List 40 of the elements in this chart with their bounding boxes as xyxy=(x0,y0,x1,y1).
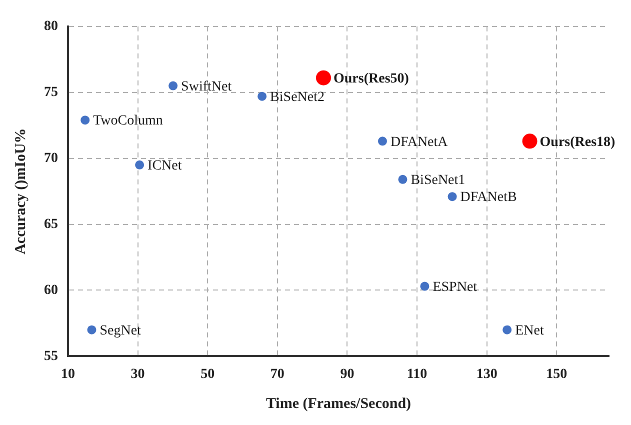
x-tick-label: 10 xyxy=(61,367,75,382)
point xyxy=(378,136,387,146)
y-tick-label: 75 xyxy=(44,84,58,100)
annotation: DFANetA xyxy=(390,134,449,150)
annotation: TwoColumn xyxy=(93,114,163,129)
point xyxy=(448,192,457,202)
point xyxy=(87,325,96,334)
x-tick-label: 130 xyxy=(476,367,498,382)
y-tick-label: 80 xyxy=(44,19,58,34)
y-tick-label: 55 xyxy=(44,348,58,364)
y-tick-label: 60 xyxy=(44,282,58,298)
annotation: SwiftNet xyxy=(181,79,232,94)
annotation: ICNet xyxy=(148,158,182,174)
x-tick-label: 110 xyxy=(406,367,428,382)
point xyxy=(398,174,408,184)
point xyxy=(135,160,144,170)
y-tick-label: 70 xyxy=(44,150,58,166)
annotation: Ours(Res18) xyxy=(540,134,616,150)
x-tick-label: 90 xyxy=(340,367,354,382)
point xyxy=(258,92,267,101)
annotation: Ours(Res50) xyxy=(333,71,410,86)
point xyxy=(168,81,178,90)
point xyxy=(80,116,90,125)
point xyxy=(502,325,512,334)
x-axis-title: Time (Frames/Second) xyxy=(266,396,412,412)
point xyxy=(420,282,430,291)
annotation: ESPNet xyxy=(432,280,478,295)
x-tick-label: 50 xyxy=(200,367,215,382)
x-tick-label: 70 xyxy=(270,367,284,382)
annotation: BiSeNet2 xyxy=(270,90,325,105)
point xyxy=(316,70,331,86)
x-tick-label: 150 xyxy=(546,367,568,382)
annotation: SegNet xyxy=(100,323,142,338)
x-tick-label: 30 xyxy=(130,367,145,382)
y-tick-label: 65 xyxy=(44,216,58,232)
annotation: BiSeNet1 xyxy=(410,173,466,188)
y-axis-title: Accuracy ()mIoU% xyxy=(12,128,29,254)
annotation: DFANetB xyxy=(460,190,517,206)
point xyxy=(522,134,538,149)
annotation: ENet xyxy=(515,323,544,338)
